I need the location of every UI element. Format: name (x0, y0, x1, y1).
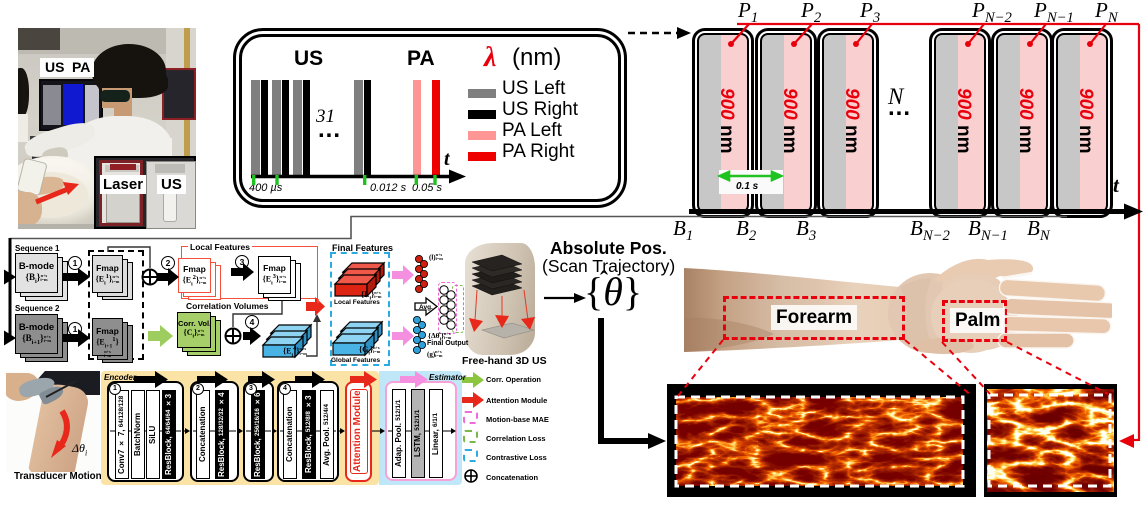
svg-text:Avg.: Avg. (419, 304, 433, 311)
